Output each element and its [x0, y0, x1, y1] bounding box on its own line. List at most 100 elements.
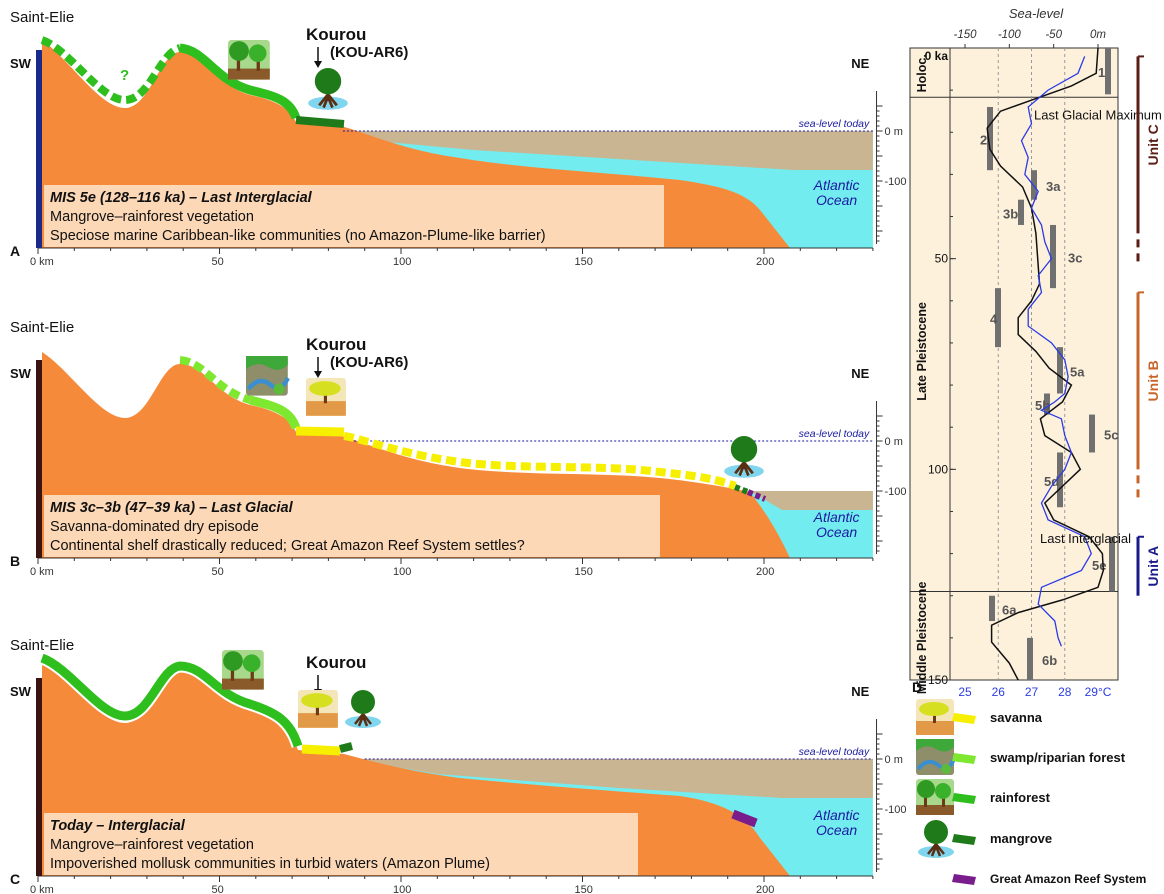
- sw-label: SW: [10, 684, 32, 699]
- icon-trunk: [924, 793, 927, 807]
- savanna-icon: [306, 378, 346, 416]
- ne-label: NE: [851, 56, 869, 71]
- left-column-bar: [36, 678, 42, 876]
- legend: savanna swamp/riparian forest rainforest ma…: [916, 699, 1146, 886]
- km-label: 200: [756, 256, 774, 268]
- icon-crown: [248, 44, 267, 62]
- shelf-water: [342, 131, 873, 170]
- icon-trunk: [933, 711, 936, 723]
- place-label: Saint-Elie: [10, 637, 74, 654]
- epoch-holocene: Holoc.: [915, 54, 929, 92]
- icon-water: [308, 96, 348, 110]
- rainforest-icon: [228, 40, 270, 80]
- epoch-middle-pleistocene: Middle Pleistocene: [915, 582, 929, 695]
- sea-level-today-label: sea-level today: [799, 428, 870, 440]
- mangrove-icon: [918, 820, 954, 858]
- icon-ground: [228, 68, 270, 80]
- icon-crown: [301, 693, 333, 708]
- icon-crown: [242, 654, 261, 672]
- site-code: (KOU-AR6): [330, 354, 408, 371]
- ocean-label: Ocean: [816, 192, 857, 208]
- shelf-water: [749, 491, 873, 510]
- icon-river: [246, 377, 290, 391]
- reef-stripe: [731, 809, 758, 828]
- stage-bar: [989, 595, 995, 622]
- ocean-label: Atlantic: [813, 177, 860, 193]
- depth-label-0: 0 m: [885, 754, 903, 766]
- km-label: 150: [575, 566, 593, 578]
- swamp-forest-icon: [246, 356, 290, 396]
- icon-water: [345, 716, 381, 728]
- left-column-bar: [36, 360, 42, 558]
- legend-swatch: [952, 753, 976, 764]
- annotation-last-interglacial: Last Interglacial: [1040, 531, 1131, 546]
- stage-label: 6a: [1002, 602, 1017, 617]
- ocean-label: Atlantic: [813, 509, 860, 525]
- icon-trunk: [323, 390, 327, 404]
- km-label: 100: [393, 256, 411, 268]
- icon-bush: [941, 764, 951, 774]
- rainforest-stripe: [40, 653, 303, 748]
- swamp-forest-icon: [916, 739, 956, 775]
- sea-level-curve: [986, 47, 1105, 681]
- stage-bar: [1027, 637, 1033, 680]
- site-label: Kourou: [306, 25, 366, 44]
- icon-trunk: [250, 667, 254, 681]
- stage-label: 4: [990, 312, 998, 327]
- profile-panel-B: sea-level today 0 m -100 0 km 50 100 150 200 Sai…: [10, 319, 907, 578]
- stage-bar: [1018, 199, 1024, 225]
- mangrove-icon: [345, 690, 381, 728]
- caption-box: [44, 185, 664, 247]
- caption-title: MIS 3c–3b (47–39 ka) – Last Glacial: [50, 500, 294, 516]
- unit-b-label: Unit B: [1145, 360, 1161, 401]
- depth-label-100: -100: [885, 486, 907, 498]
- depth-label-0: 0 m: [885, 126, 903, 138]
- age-tick-label: 150: [928, 673, 948, 687]
- caption-line: Impoverished mollusk communities in turb…: [50, 856, 490, 872]
- legend-swatch: [952, 713, 976, 724]
- icon-crown: [917, 780, 935, 798]
- km-label: 50: [212, 884, 224, 894]
- km-label: 100: [393, 884, 411, 894]
- caption-title: MIS 5e (128–116 ka) – Last Interglacial: [50, 190, 313, 206]
- icon-crown: [309, 381, 341, 396]
- sea-level-tick-label: -100: [998, 29, 1022, 41]
- legend-swatch: [952, 793, 976, 804]
- mangrove-stripe: [295, 116, 345, 128]
- icon-water: [918, 846, 954, 858]
- sst-curve: [1020, 56, 1093, 647]
- sea-level-tick-label: -150: [953, 29, 977, 41]
- savanna-stripe: [295, 426, 345, 437]
- caption-line: Continental shelf drastically reduced; G…: [50, 538, 525, 554]
- caption-box: [44, 813, 638, 875]
- sea-level-tick-label: 0m: [1090, 29, 1106, 41]
- panel-letter: B: [10, 553, 20, 569]
- epoch-late-pleistocene: Late Pleistocene: [915, 302, 929, 401]
- icon-trunk: [315, 702, 319, 716]
- stage-bar: [1057, 452, 1063, 508]
- rainforest-icon: [916, 779, 954, 815]
- profile-panel-C: sea-level today 0 m -100 0 km 50 100 150 200 Sai…: [10, 637, 907, 894]
- icon-ground: [298, 713, 338, 728]
- panel-letter: C: [10, 871, 20, 887]
- legend-swatch: [952, 874, 976, 885]
- swamp-forest-stripe: [248, 395, 301, 430]
- km-label: 50: [212, 256, 224, 268]
- km-label: 100: [393, 566, 411, 578]
- icon-trunk: [256, 57, 260, 71]
- profile-panel-A: sea-level today 0 m -100 0 km 50 100 150 200 Sai…: [10, 9, 907, 268]
- stage-bar: [1105, 48, 1111, 95]
- km-label: 150: [575, 884, 593, 894]
- legend-label: mangrove: [990, 831, 1052, 846]
- icon-trunk: [230, 665, 235, 681]
- caption-line: Savanna-dominated dry episode: [50, 519, 259, 535]
- icon-canopy: [916, 739, 954, 752]
- icon-crown: [351, 690, 375, 714]
- legend-label: rainforest: [990, 790, 1051, 805]
- stage-bar: [995, 288, 1001, 348]
- stage-label: 3b: [1003, 206, 1018, 221]
- sw-label: SW: [10, 56, 32, 71]
- reef-stripe: [746, 489, 767, 502]
